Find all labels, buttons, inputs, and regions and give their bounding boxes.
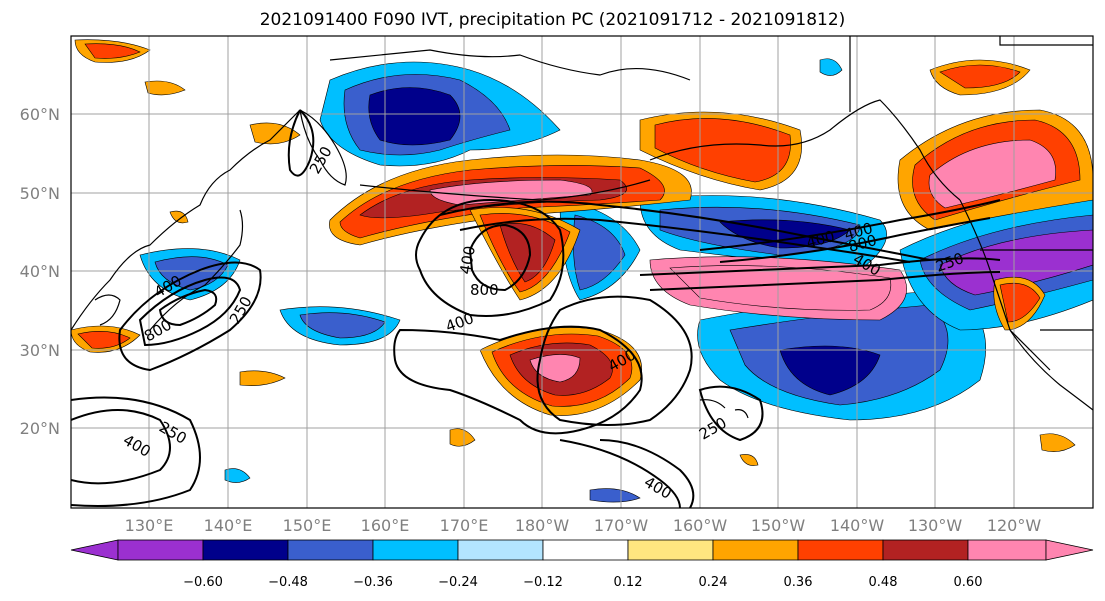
colorbar-tick: −0.12	[523, 575, 563, 590]
colorbar-tick: −0.60	[183, 575, 223, 590]
lightblue-speck-1	[819, 58, 843, 76]
orange-patch-3	[169, 210, 189, 224]
colorbar-bin	[712, 539, 799, 561]
colorbar-bin	[372, 539, 459, 561]
colorbar-tick: 0.12	[614, 575, 643, 590]
colorbar-bin	[797, 539, 884, 561]
contour-east-800	[719, 217, 991, 263]
colorbar-bin	[287, 539, 374, 561]
orange-patch-4	[739, 454, 759, 466]
lon-label: 180°W	[515, 516, 570, 535]
contour-kamchatka-250	[287, 109, 315, 177]
lon-label: 150°W	[751, 516, 806, 535]
lon-label: 130°W	[908, 516, 963, 535]
contour-east-400b	[649, 271, 1001, 291]
colorbar-bin	[457, 539, 544, 561]
precipitation-field	[71, 39, 1093, 503]
red-patch-nw-1	[84, 43, 141, 59]
colorbar-tick: 0.36	[784, 575, 813, 590]
lon-label: 120°W	[987, 516, 1042, 535]
lon-label: 170°W	[594, 516, 649, 535]
graticule	[71, 36, 1093, 508]
map-title: 2021091400 F090 IVT, precipitation PC (2…	[259, 10, 846, 30]
contour-band-400	[439, 200, 931, 261]
contour-band-800	[459, 217, 911, 263]
contour-central-800	[468, 223, 532, 292]
dark-navy-kamchatka	[368, 87, 461, 146]
lon-label: 170°E	[440, 516, 489, 535]
colorbar-tick: −0.24	[438, 575, 478, 590]
border-canada	[849, 36, 1093, 112]
pink-band-coast	[928, 139, 1057, 209]
blue-region-west-inner	[299, 312, 386, 339]
colorbar-bin	[967, 539, 1047, 561]
contour-lower-250	[559, 439, 681, 508]
lat-label: 60°N	[20, 105, 60, 124]
contour-lower-400	[599, 439, 695, 508]
colorbar-extend-left	[70, 539, 119, 561]
purple-region-core	[939, 229, 1093, 296]
colorbar-tick: 0.60	[954, 575, 983, 590]
red-patch-ne	[939, 64, 1021, 89]
lightblue-speck-3	[589, 488, 641, 503]
colorbar-tick: −0.36	[353, 575, 393, 590]
contour-central-400	[415, 198, 565, 317]
dark-navy-southeast	[779, 345, 881, 396]
lon-label: 140°W	[830, 516, 885, 535]
coast-siberia	[329, 49, 691, 81]
colorbar-extend-right	[1045, 539, 1094, 561]
coast-asia	[71, 109, 301, 331]
red-band-east	[654, 118, 791, 183]
colorbar-bin	[627, 539, 714, 561]
lon-label: 150°E	[283, 516, 332, 535]
lon-label: 140°E	[204, 516, 253, 535]
orange-patch-2	[449, 428, 476, 447]
colorbar-tick: 0.24	[699, 575, 728, 590]
map-frame	[70, 35, 1094, 509]
orange-patch-nw-3	[144, 80, 186, 96]
coast-korea	[94, 294, 121, 326]
ivt-contours	[71, 109, 1001, 508]
contour-main-250	[536, 295, 693, 426]
pink-band-east-inner	[669, 265, 892, 311]
contour-east-250	[639, 257, 1001, 276]
lon-label: 160°W	[673, 516, 728, 535]
contour-east-400	[699, 199, 1001, 251]
lightblue-speck-2	[224, 468, 251, 483]
longitude-labels: 130°E 140°E 150°E 160°E 170°E 180°W 170°…	[125, 516, 1042, 535]
contour-japan-400	[138, 276, 242, 347]
lat-label: 30°N	[20, 341, 60, 360]
lon-label: 130°E	[125, 516, 174, 535]
contour-south-400	[71, 409, 171, 485]
coast-aleutians	[359, 179, 651, 201]
map-panel: 250 400 800 250 400 250 400 800 400 400 …	[71, 36, 1093, 508]
contour-japan-250	[118, 261, 262, 372]
contour-japan-800	[158, 288, 218, 327]
lat-label: 40°N	[20, 262, 60, 281]
coast-baja	[1009, 329, 1051, 371]
contour-big-400	[393, 325, 643, 435]
coast-alaska	[649, 99, 961, 201]
contour-right-250	[698, 385, 764, 442]
coast-japan	[149, 209, 244, 331]
colorbar-bin	[202, 539, 289, 561]
colorbar-bin	[882, 539, 969, 561]
red-patch-japan	[77, 330, 131, 349]
orange-patch-5	[1039, 433, 1076, 452]
latitude-labels: 20°N 30°N 40°N 50°N 60°N	[20, 105, 60, 438]
orange-patch-1	[239, 370, 286, 386]
lat-label: 20°N	[20, 419, 60, 438]
colorbar: −0.60 −0.48 −0.36 −0.24 −0.12 0.12 0.24 …	[70, 539, 1094, 590]
colorbar-tick: 0.48	[869, 575, 898, 590]
lon-label: 160°E	[361, 516, 410, 535]
contour-south-250	[71, 396, 201, 507]
coastlines	[71, 36, 1093, 419]
colorbar-bin	[542, 539, 629, 561]
colorbar-bin	[117, 539, 204, 561]
contour-label: 400	[456, 244, 479, 275]
contour-label: 800	[470, 281, 499, 299]
lat-label: 50°N	[20, 184, 60, 203]
colorbar-tick: −0.48	[268, 575, 308, 590]
